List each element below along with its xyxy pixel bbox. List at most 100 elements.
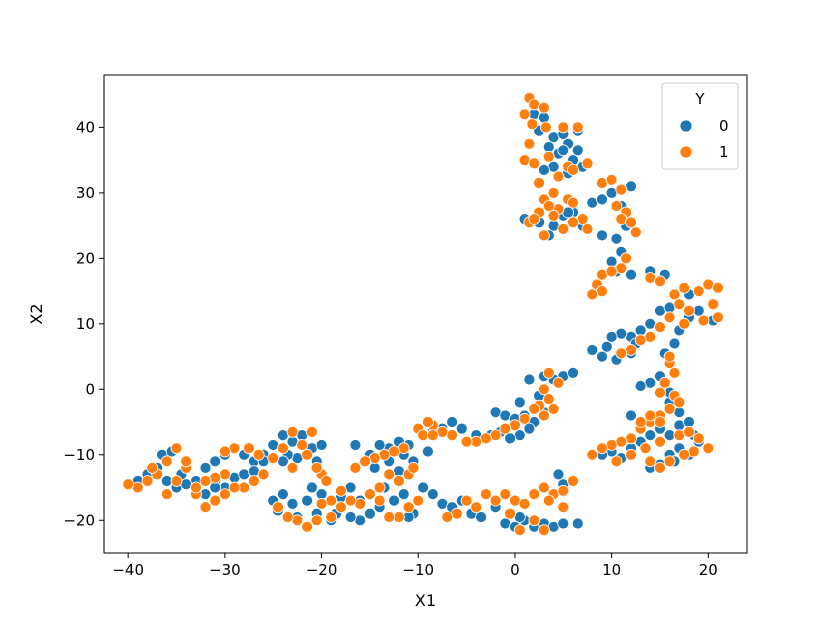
data-point [209,494,222,507]
y-tick-label: 10 [76,315,95,333]
data-point [540,121,552,134]
data-point [199,501,212,514]
data-point [571,517,584,530]
data-point [586,344,599,356]
data-point [199,475,212,487]
data-point [523,373,536,386]
data-point [542,150,555,163]
data-point [470,501,483,514]
x-tick-label: −40 [112,561,144,579]
data-point [571,121,584,134]
data-point [634,334,647,347]
data-point [542,393,555,406]
data-point [421,416,434,428]
data-point [383,468,396,481]
data-point [538,111,550,124]
data-point [538,101,550,114]
legend-title: Y [694,90,705,108]
data-point [296,439,309,451]
data-point [383,511,396,523]
data-point [605,330,618,343]
data-point [301,520,314,533]
y-tick-label: −20 [63,511,95,529]
y-tick-label: 40 [76,118,95,136]
data-point [441,511,454,523]
data-point [538,409,550,422]
x-tick-label: 20 [699,561,718,579]
data-point [523,137,536,150]
data-point [344,494,357,507]
data-point [567,366,579,379]
data-point [460,435,473,448]
y-tick-label: 0 [85,380,95,398]
data-point [218,445,231,458]
data-point [533,177,545,189]
data-point [528,514,541,527]
x-axis-label: X1 [415,591,436,610]
data-point [605,265,618,278]
data-point [654,386,666,399]
data-point [639,442,652,455]
data-point [489,494,502,507]
data-point [610,232,623,245]
data-point [310,461,323,474]
data-point [504,507,517,520]
data-point [552,170,565,183]
data-point [315,488,328,501]
data-point [692,285,705,298]
data-point [678,317,691,330]
y-tick-label: 30 [76,184,95,202]
data-point [673,396,686,409]
data-point [581,222,594,235]
data-point [320,475,333,487]
data-point [697,314,710,327]
data-point [596,350,608,363]
data-point [596,193,608,206]
data-point [518,412,531,425]
data-point [363,507,376,520]
data-point [625,268,637,281]
data-point [286,461,299,474]
data-point [644,429,657,442]
data-point [276,488,289,501]
legend: Y 0 1 [661,82,739,170]
data-point [707,298,720,311]
data-point [146,461,159,474]
data-point [180,455,193,468]
data-point [610,200,623,212]
data-point [305,425,318,438]
data-point [596,442,608,455]
legend-marker-0 [679,119,693,133]
data-point [567,196,579,209]
data-point [421,445,434,458]
data-point [344,511,357,523]
data-point [615,183,628,196]
data-point [523,422,536,435]
x-tick-label: −20 [306,561,338,579]
data-point [160,455,173,468]
data-point [625,216,637,229]
data-point [586,448,599,461]
x-tick-label: 0 [510,561,520,579]
data-point [702,442,715,455]
plot-frame [103,74,748,554]
data-point [368,461,381,474]
data-point [228,481,241,494]
data-point [325,511,338,523]
data-point [513,396,526,409]
data-point [644,409,657,422]
data-point [629,226,642,239]
data-point [683,416,695,428]
data-point [189,481,202,494]
data-point [281,511,294,523]
data-point [557,501,570,514]
data-point [397,488,410,501]
data-point [644,455,657,468]
data-point [412,494,425,507]
data-point [567,216,579,229]
data-point [528,402,541,415]
data-point [557,484,570,497]
data-point [663,455,676,468]
data-point [218,488,231,501]
